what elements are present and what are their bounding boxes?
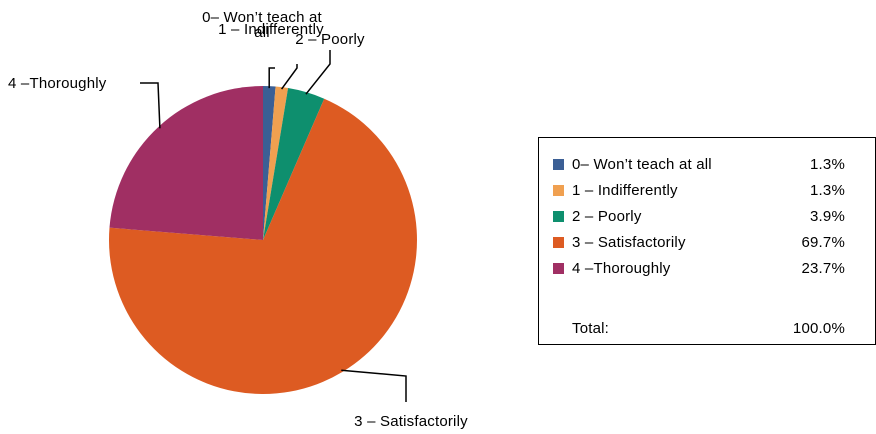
leader-line-0 xyxy=(268,67,275,89)
legend-value-3: 69.7% xyxy=(801,233,845,251)
legend-total-row: Total: 100.0% xyxy=(539,315,875,341)
callout-label-3: 3 – Satisfactorily xyxy=(354,413,468,430)
pie-slice-0 xyxy=(263,85,276,240)
pie-slice-1 xyxy=(263,86,289,240)
legend-row-3: 3 – Satisfactorily 69.7% xyxy=(539,229,875,255)
legend-row-1: 1 – Indifferently 1.3% xyxy=(539,177,875,203)
legend-swatch-2 xyxy=(553,210,564,222)
legend-swatch-1 xyxy=(553,184,564,196)
callout-label-4: 4 –Thoroughly xyxy=(8,75,107,92)
leader-line-1 xyxy=(280,64,298,90)
callout-label-1: 1 – Indifferently xyxy=(218,21,324,38)
callout-label-0-line-0: 0– Won’t teach at xyxy=(202,9,322,26)
pie-slice-4 xyxy=(109,86,264,240)
leader-line-4 xyxy=(140,82,161,129)
legend-row-0: 0– Won’t teach at all 1.3% xyxy=(539,151,875,177)
legend-row-2: 2 – Poorly 3.9% xyxy=(539,203,875,229)
legend: 0– Won’t teach at all 1.3% 1 – Indifferent… xyxy=(538,137,876,345)
pie-slice-2 xyxy=(263,88,325,240)
legend-swatch-4 xyxy=(553,262,564,274)
legend-swatch-3 xyxy=(553,236,564,248)
legend-swatch-0 xyxy=(553,158,564,170)
legend-value-0: 1.3% xyxy=(810,155,845,173)
legend-value-4: 23.7% xyxy=(801,259,845,277)
legend-total-value: 100.0% xyxy=(792,319,845,337)
leader-line-3 xyxy=(341,369,407,402)
callout-label-0-line-1: all xyxy=(254,24,270,41)
legend-label-0: 0– Won’t teach at all xyxy=(572,155,712,173)
pie-slice-3 xyxy=(108,98,417,394)
legend-value-2: 3.9% xyxy=(810,207,845,225)
legend-value-1: 1.3% xyxy=(810,181,845,199)
legend-row-4: 4 –Thoroughly 23.7% xyxy=(539,255,875,281)
legend-label-2: 2 – Poorly xyxy=(572,207,642,225)
callout-label-2: 2 – Poorly xyxy=(295,31,365,48)
leader-line-2 xyxy=(305,50,331,95)
legend-label-4: 4 –Thoroughly xyxy=(572,259,671,277)
legend-label-3: 3 – Satisfactorily xyxy=(572,233,686,251)
legend-total-label: Total: xyxy=(572,319,610,337)
legend-label-1: 1 – Indifferently xyxy=(572,181,678,199)
